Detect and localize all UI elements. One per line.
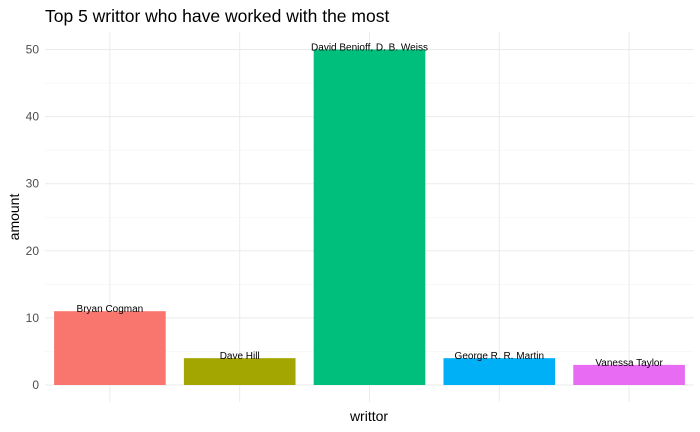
bar-data-label: George R. R. Martin (455, 351, 544, 362)
y-tick-label: 10 (26, 311, 40, 325)
y-tick-label: 50 (26, 43, 40, 57)
y-tick-label: 40 (26, 110, 40, 124)
y-tick-label: 30 (26, 177, 40, 191)
y-tick-label: 0 (32, 378, 39, 392)
bar (573, 364, 685, 385)
bar (313, 49, 426, 385)
bar-data-label: David Benioff, D. B. Weiss (311, 43, 428, 54)
bar-data-label: Bryan Cogman (77, 304, 144, 315)
bar (183, 358, 296, 385)
bar-labels: Bryan Cogman Dave Hill David Benioff, D. B… (77, 43, 664, 369)
bar-data-label: Dave Hill (220, 351, 260, 362)
y-axis-title: amount (6, 194, 22, 241)
x-axis-title: writtor (349, 408, 388, 424)
chart-title: Top 5 writtor who have worked with the m… (45, 6, 389, 26)
bars (54, 49, 685, 385)
bar (443, 358, 556, 385)
bar-data-label: Vanessa Taylor (595, 358, 663, 369)
y-tick-label: 20 (26, 244, 40, 258)
y-axis-ticks: 0 10 20 30 40 50 (26, 43, 40, 393)
bar (54, 311, 166, 385)
